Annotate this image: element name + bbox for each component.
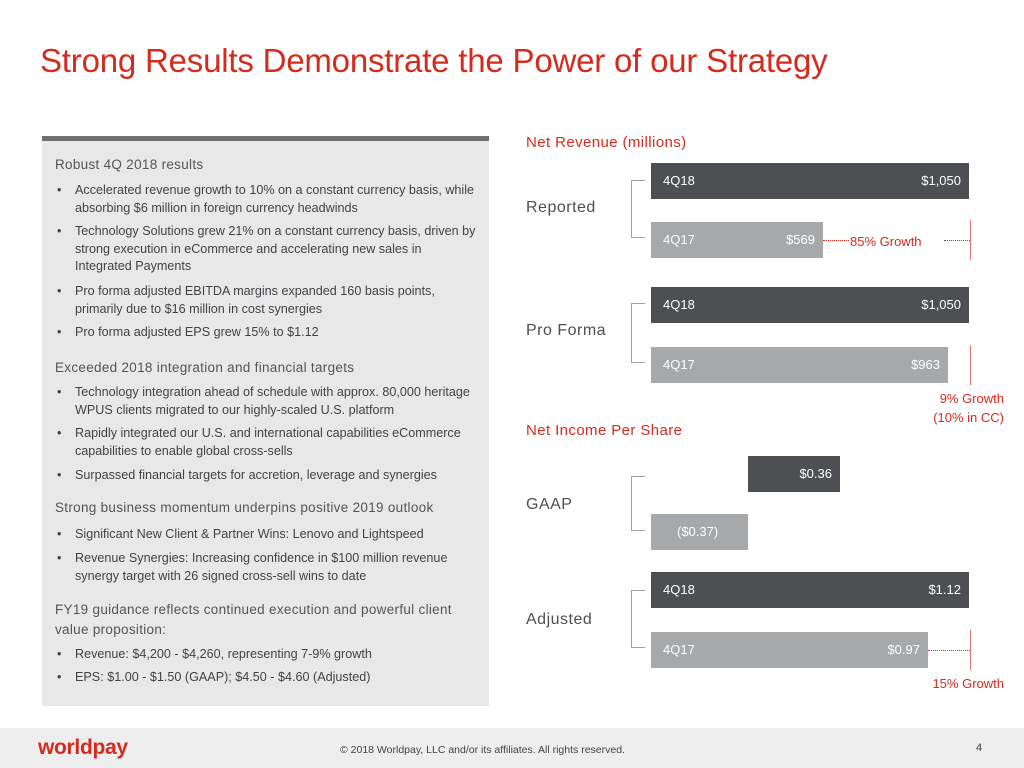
bullet-text: EPS: $1.00 - $1.50 (GAAP); $4.50 - $4.60…	[75, 670, 371, 684]
growth-9-line1: 9% Growth	[939, 391, 1004, 406]
bar-value: $0.36	[799, 466, 832, 481]
bullet-text: Surpassed financial targets for accretio…	[75, 468, 437, 482]
bullet-item: • Technology integration ahead of schedul…	[55, 384, 480, 419]
growth-marker-line	[970, 345, 971, 385]
copyright-text: © 2018 Worldpay, LLC and/or its affiliat…	[340, 744, 625, 756]
growth-85-label: 85% Growth	[850, 234, 922, 249]
gaap-bracket	[631, 476, 645, 531]
bullet-dot: •	[57, 385, 62, 399]
bar-label: 4Q18	[663, 297, 695, 312]
section-header-guidance: FY19 guidance reflects continued executi…	[55, 602, 452, 637]
bullet-dot: •	[57, 426, 62, 440]
bullet-item: • Revenue Synergies: Increasing confidenc…	[55, 550, 480, 585]
bullet-dot: •	[57, 670, 62, 684]
growth-marker-line	[970, 220, 971, 260]
bar-value: $963	[911, 357, 940, 372]
bullet-dot: •	[57, 468, 62, 482]
bullet-text: Accelerated revenue growth to 10% on a c…	[75, 183, 475, 215]
bar-label: 4Q17	[663, 642, 695, 657]
bullet-dot: •	[57, 284, 62, 298]
bullet-text: Revenue: $4,200 - $4,260, representing 7…	[75, 647, 372, 661]
bar-proforma-4q17: 4Q17 $963	[651, 347, 948, 383]
bullet-text: Significant New Client & Partner Wins: L…	[75, 527, 424, 541]
bullet-dot: •	[57, 224, 62, 238]
bar-proforma-4q18: 4Q18 $1,050	[651, 287, 969, 323]
bullet-text: Technology integration ahead of schedule…	[75, 385, 470, 417]
adjusted-label: Adjusted	[526, 611, 593, 628]
growth-leader-line	[823, 240, 849, 241]
page-title: Strong Results Demonstrate the Power of …	[40, 42, 828, 79]
bullet-item: • Pro forma adjusted EPS grew 15% to $1.1…	[55, 324, 480, 342]
bullet-text: Rapidly integrated our U.S. and internat…	[75, 426, 461, 458]
gaap-label: GAAP	[526, 496, 573, 513]
bullet-text: Pro forma adjusted EPS grew 15% to $1.12	[75, 325, 319, 339]
page-number: 4	[976, 742, 983, 754]
bar-gaap-4q18: $0.36	[748, 456, 840, 492]
bar-value: $569	[786, 232, 815, 247]
bar-adjusted-4q17: 4Q17 $0.97	[651, 632, 928, 668]
bullet-dot: •	[57, 551, 62, 565]
bar-value: ($0.37)	[677, 524, 719, 539]
bullet-item: • Revenue: $4,200 - $4,260, representing …	[55, 646, 480, 664]
bullet-dot: •	[57, 527, 62, 541]
pro-forma-label: Pro Forma	[526, 322, 607, 339]
summary-panel: Robust 4Q 2018 results • Accelerated reve…	[42, 136, 489, 706]
bullet-item: • Significant New Client & Partner Wins: …	[55, 526, 480, 544]
growth-9-label: 9% Growth (10% in CC)	[900, 389, 1004, 427]
adjusted-bracket	[631, 590, 645, 648]
bullet-dot: •	[57, 183, 62, 197]
bar-label: 4Q18	[663, 582, 695, 597]
growth-marker-line	[970, 630, 971, 670]
section-header-robust: Robust 4Q 2018 results	[55, 157, 204, 172]
net-revenue-title: Net Revenue (millions)	[526, 134, 687, 151]
bar-label: 4Q17	[663, 357, 695, 372]
bar-label: 4Q18	[663, 173, 695, 188]
bar-value: $1,050	[921, 297, 961, 312]
bar-reported-4q18: 4Q18 $1,050	[651, 163, 969, 199]
bullet-item: • Surpassed financial targets for accreti…	[55, 467, 480, 485]
footer: worldpay © 2018 Worldpay, LLC and/or its…	[0, 728, 1024, 768]
bullet-text: Revenue Synergies: Increasing confidence…	[75, 551, 448, 583]
eps-title: Net Income Per Share	[526, 422, 683, 439]
bullet-item: • Accelerated revenue growth to 10% on a …	[55, 182, 480, 217]
worldpay-logo: worldpay	[38, 736, 128, 759]
bullet-item: • Rapidly integrated our U.S. and interna…	[55, 425, 480, 460]
growth-leader-line	[944, 240, 970, 241]
bullet-item: • Pro forma adjusted EBITDA margins expan…	[55, 283, 480, 318]
bullet-item: • Technology Solutions grew 21% on a cons…	[55, 223, 480, 276]
bullet-item: • EPS: $1.00 - $1.50 (GAAP); $4.50 - $4.6…	[55, 669, 480, 687]
bar-label: 4Q17	[663, 232, 695, 247]
reported-label: Reported	[526, 199, 596, 216]
growth-9-line2: (10% in CC)	[933, 410, 1004, 425]
bullet-text: Pro forma adjusted EBITDA margins expand…	[75, 284, 435, 316]
bar-value: $1,050	[921, 173, 961, 188]
section-header-exceeded: Exceeded 2018 integration and financial …	[55, 360, 355, 375]
bullet-dot: •	[57, 325, 62, 339]
reported-bracket	[631, 180, 645, 238]
bar-adjusted-4q18: 4Q18 $1.12	[651, 572, 969, 608]
bar-value: $1.12	[928, 582, 961, 597]
growth-leader-line	[928, 650, 970, 651]
bullet-text: Technology Solutions grew 21% on a const…	[75, 224, 476, 273]
bar-gaap-4q17: ($0.37)	[651, 514, 748, 550]
growth-15-label: 15% Growth	[932, 676, 1004, 691]
pro-forma-bracket	[631, 303, 645, 363]
section-header-momentum: Strong business momentum underpins posit…	[55, 500, 434, 515]
bar-reported-4q17: 4Q17 $569	[651, 222, 823, 258]
bar-value: $0.97	[887, 642, 920, 657]
bullet-dot: •	[57, 647, 62, 661]
